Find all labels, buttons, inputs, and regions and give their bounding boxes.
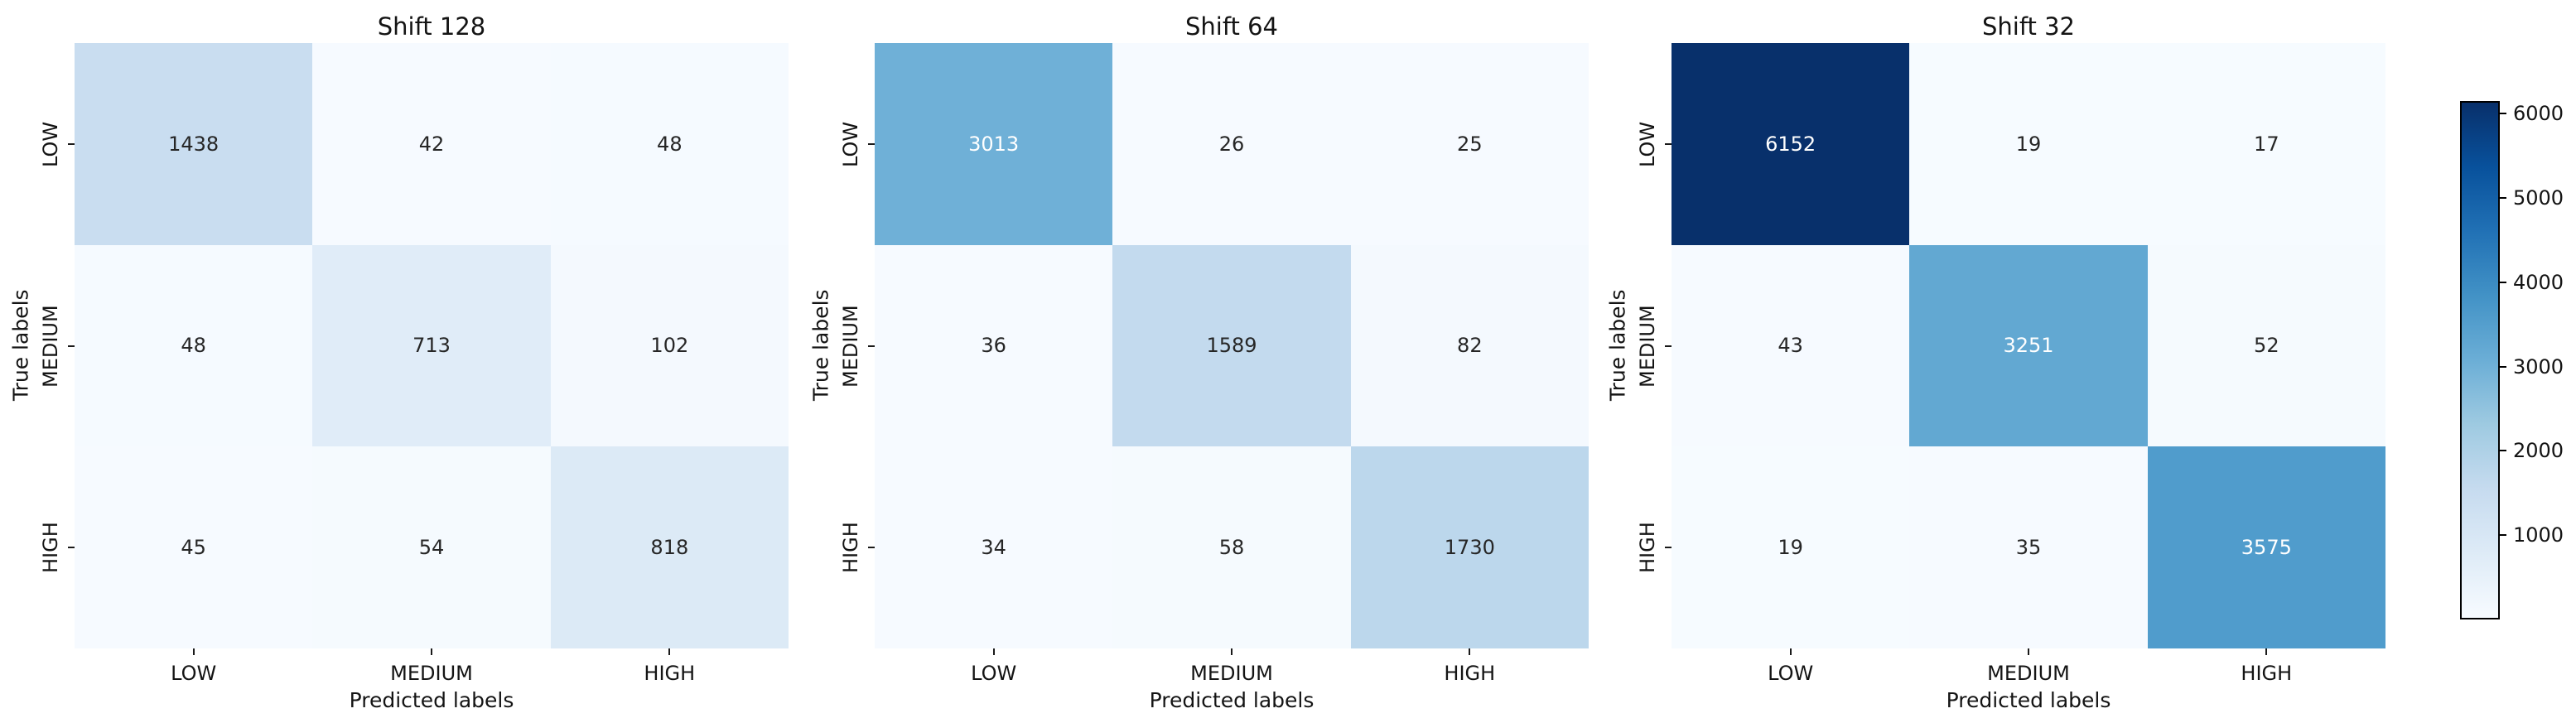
heatmap-grid: 1438 42 48 48 713 102 45 54 818 [75, 43, 789, 648]
heatmap-cell: 3575 [2147, 446, 2385, 648]
subplot-shift-32: Shift 32 True labels 6152 19 17 43 3251 52 19 3… [1606, 0, 2385, 723]
heatmap-cell: 42 [312, 43, 551, 245]
heatmap-cell: 19 [1672, 446, 1910, 648]
y-axis-label: True labels [808, 289, 833, 402]
heatmap-cell: 3013 [875, 43, 1113, 245]
x-tick [1231, 648, 1233, 655]
x-tick-label: LOW [971, 662, 1017, 685]
subplot-shift-128: Shift 128 True labels 1438 42 48 48 713 102 45… [9, 0, 789, 723]
heatmap-cell: 26 [1112, 43, 1351, 245]
heatmap-grid: 6152 19 17 43 3251 52 19 35 3575 [1672, 43, 2385, 648]
heatmap-cell: 48 [550, 43, 789, 245]
colorbar-tick [2500, 113, 2506, 115]
heatmap-cell: 102 [550, 244, 789, 447]
y-tick [868, 345, 875, 347]
y-tick-label: LOW [839, 121, 862, 167]
y-axis-label: True labels [1605, 289, 1630, 402]
colorbar-tick [2500, 534, 2506, 537]
heatmap-cell: 818 [550, 446, 789, 648]
heatmap-cell: 34 [875, 446, 1113, 648]
x-tick-label: HIGH [644, 662, 696, 685]
y-tick-label: HIGH [839, 522, 862, 574]
x-tick-label: MEDIUM [1190, 662, 1273, 685]
heatmap-cell: 54 [312, 446, 551, 648]
y-tick [1665, 142, 1672, 145]
y-tick-label: MEDIUM [839, 304, 862, 388]
y-tick-label: HIGH [1636, 522, 1659, 574]
x-tick-label: HIGH [2241, 662, 2293, 685]
heatmap-cell: 36 [875, 244, 1113, 447]
heatmap-cell: 48 [75, 244, 313, 447]
x-tick-label: LOW [1768, 662, 1814, 685]
y-tick [1665, 345, 1672, 347]
y-tick-label: MEDIUM [1636, 304, 1659, 388]
x-tick-label: MEDIUM [390, 662, 473, 685]
colorbar-gradient [2460, 101, 2500, 619]
heatmap-cell: 19 [1909, 43, 2148, 245]
colorbar: 1000 2000 3000 4000 5000 6000 [2460, 0, 2576, 723]
x-tick [1789, 648, 1792, 655]
plot-title: Shift 128 [377, 12, 486, 41]
x-tick [2265, 648, 2268, 655]
x-axis-label: Predicted labels [349, 688, 514, 712]
y-tick-label: LOW [1636, 121, 1659, 167]
x-tick-label: HIGH [1444, 662, 1496, 685]
heatmap-cell: 52 [2147, 244, 2385, 447]
y-tick [68, 142, 75, 145]
x-tick-label: LOW [171, 662, 217, 685]
colorbar-tick-label: 3000 [2513, 354, 2564, 378]
heatmap-cell: 35 [1909, 446, 2148, 648]
heatmap-cell: 58 [1112, 446, 1351, 648]
colorbar-tick [2500, 197, 2506, 200]
y-tick-label: MEDIUM [39, 304, 62, 388]
heatmap-cell: 17 [2147, 43, 2385, 245]
x-axis-label: Predicted labels [1149, 688, 1315, 712]
colorbar-tick [2500, 450, 2506, 452]
colorbar-tick [2500, 365, 2506, 368]
plot-title: Shift 32 [1981, 12, 2076, 41]
y-axis-label: True labels [8, 289, 33, 402]
colorbar-tick-label: 1000 [2513, 523, 2564, 547]
y-tick [68, 547, 75, 549]
heatmap-cell: 45 [75, 446, 313, 648]
heatmap-cell: 1730 [1350, 446, 1589, 648]
heatmap-cell: 43 [1672, 244, 1910, 447]
heatmap-cell: 25 [1350, 43, 1589, 245]
colorbar-tick-label: 2000 [2513, 439, 2564, 463]
colorbar-tick-label: 6000 [2513, 102, 2564, 126]
colorbar-tick-label: 5000 [2513, 186, 2564, 210]
x-tick-label: MEDIUM [1987, 662, 2070, 685]
x-tick [1469, 648, 1471, 655]
x-tick [2028, 648, 2029, 655]
heatmap-cell: 6152 [1672, 43, 1910, 245]
x-tick [668, 648, 671, 655]
x-axis-label: Predicted labels [1946, 688, 2111, 712]
colorbar-tick-label: 4000 [2513, 270, 2564, 294]
heatmap-cell: 3251 [1909, 244, 2148, 447]
y-tick [1665, 547, 1672, 549]
y-tick [68, 345, 75, 347]
y-tick-label: LOW [39, 121, 62, 167]
y-tick-label: HIGH [39, 522, 62, 574]
x-tick [431, 648, 432, 655]
plot-title: Shift 64 [1184, 12, 1279, 41]
heatmap-cell: 82 [1350, 244, 1589, 447]
heatmap-grid: 3013 26 25 36 1589 82 34 58 1730 [875, 43, 1589, 648]
colorbar-tick [2500, 281, 2506, 283]
y-tick [868, 142, 875, 145]
heatmap-cell: 713 [312, 244, 551, 447]
x-tick [992, 648, 995, 655]
heatmap-cell: 1589 [1112, 244, 1351, 447]
y-tick [868, 547, 875, 549]
x-tick [192, 648, 195, 655]
subplot-shift-64: Shift 64 True labels 3013 26 25 36 1589 82 34 5… [809, 0, 1589, 723]
heatmap-cell: 1438 [75, 43, 313, 245]
